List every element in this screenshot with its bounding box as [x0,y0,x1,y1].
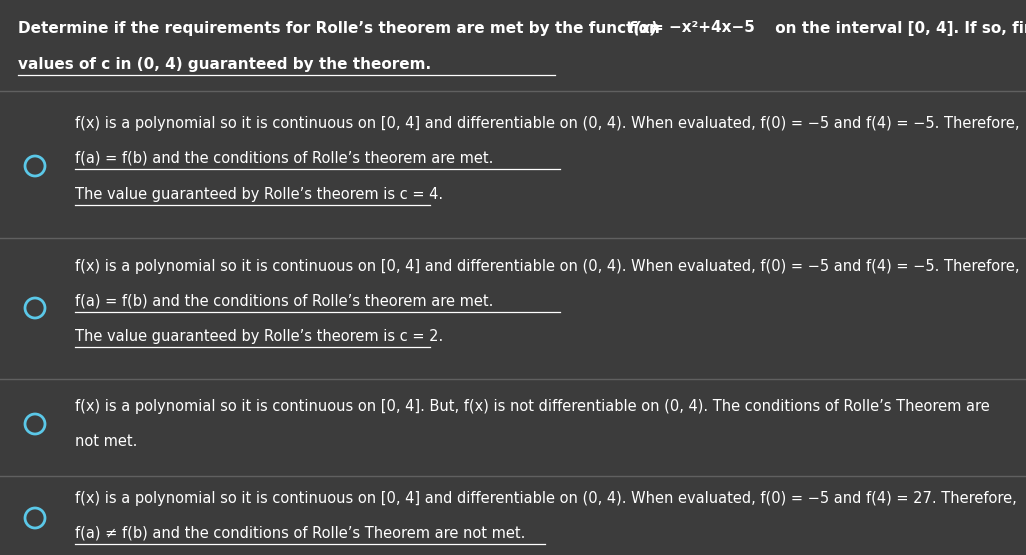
Text: = −x²+4x−5: = −x²+4x−5 [652,21,755,36]
Text: values of c in (0, 4) guaranteed by the theorem.: values of c in (0, 4) guaranteed by the … [18,57,431,72]
Text: f(a) ≠ f(b) and the conditions of Rolle’s Theorem are not met.: f(a) ≠ f(b) and the conditions of Rolle’… [75,526,525,541]
Text: not met.: not met. [75,435,137,450]
Text: Determine if the requirements for Rolle’s theorem are met by the function: Determine if the requirements for Rolle’… [18,21,665,36]
Text: The value guaranteed by Rolle’s theorem is c = 2.: The value guaranteed by Rolle’s theorem … [75,329,443,344]
Text: f(x) is a polynomial so it is continuous on [0, 4] and differentiable on (0, 4).: f(x) is a polynomial so it is continuous… [75,491,1017,506]
Text: f(a) = f(b) and the conditions of Rolle’s theorem are met.: f(a) = f(b) and the conditions of Rolle’… [75,150,494,165]
Text: The value guaranteed by Rolle’s theorem is c = 4.: The value guaranteed by Rolle’s theorem … [75,186,443,201]
Text: f(a) = f(b) and the conditions of Rolle’s theorem are met.: f(a) = f(b) and the conditions of Rolle’… [75,294,494,309]
Text: f(x) is a polynomial so it is continuous on [0, 4]. But, f(x) is not differentia: f(x) is a polynomial so it is continuous… [75,400,990,415]
Text: f(x) is a polynomial so it is continuous on [0, 4] and differentiable on (0, 4).: f(x) is a polynomial so it is continuous… [75,115,1020,130]
Text: f(x): f(x) [627,21,658,36]
Text: on the interval [0, 4]. If so, find the: on the interval [0, 4]. If so, find the [770,21,1026,36]
Text: f(x) is a polynomial so it is continuous on [0, 4] and differentiable on (0, 4).: f(x) is a polynomial so it is continuous… [75,259,1020,274]
